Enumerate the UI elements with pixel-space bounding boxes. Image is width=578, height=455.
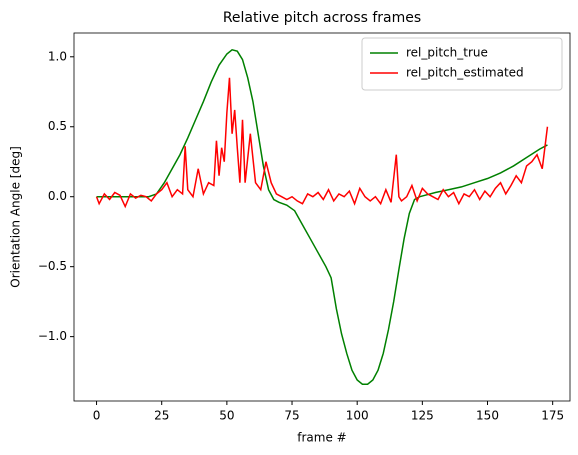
x-axis-label: frame # (297, 431, 346, 445)
y-tick-label: −1.0 (38, 329, 67, 343)
x-tick-label: 150 (476, 409, 499, 423)
legend-label: rel_pitch_true (406, 46, 488, 60)
y-tick-label: 1.0 (48, 49, 67, 63)
x-tick-label: 0 (93, 409, 101, 423)
line-series (95, 77, 549, 209)
x-tick-label: 50 (219, 409, 234, 423)
plot-frame (73, 32, 571, 402)
x-tick-label: 125 (411, 409, 434, 423)
line-series (96, 48, 548, 385)
legend-box (361, 37, 563, 91)
y-tick-label: 0.5 (48, 119, 67, 133)
x-tick-label: 100 (346, 409, 369, 423)
chart-title: Relative pitch across frames (223, 10, 421, 26)
legend-label: rel_pitch_estimated (406, 66, 524, 80)
y-tick-label: 0.0 (48, 189, 67, 203)
y-axis-label: Orientation Angle [deg] (9, 146, 23, 288)
y-tick-label: −0.5 (38, 259, 67, 273)
x-tick-label: 25 (154, 409, 169, 423)
x-tick-label: 75 (284, 409, 299, 423)
x-tick-label: 175 (541, 409, 564, 423)
